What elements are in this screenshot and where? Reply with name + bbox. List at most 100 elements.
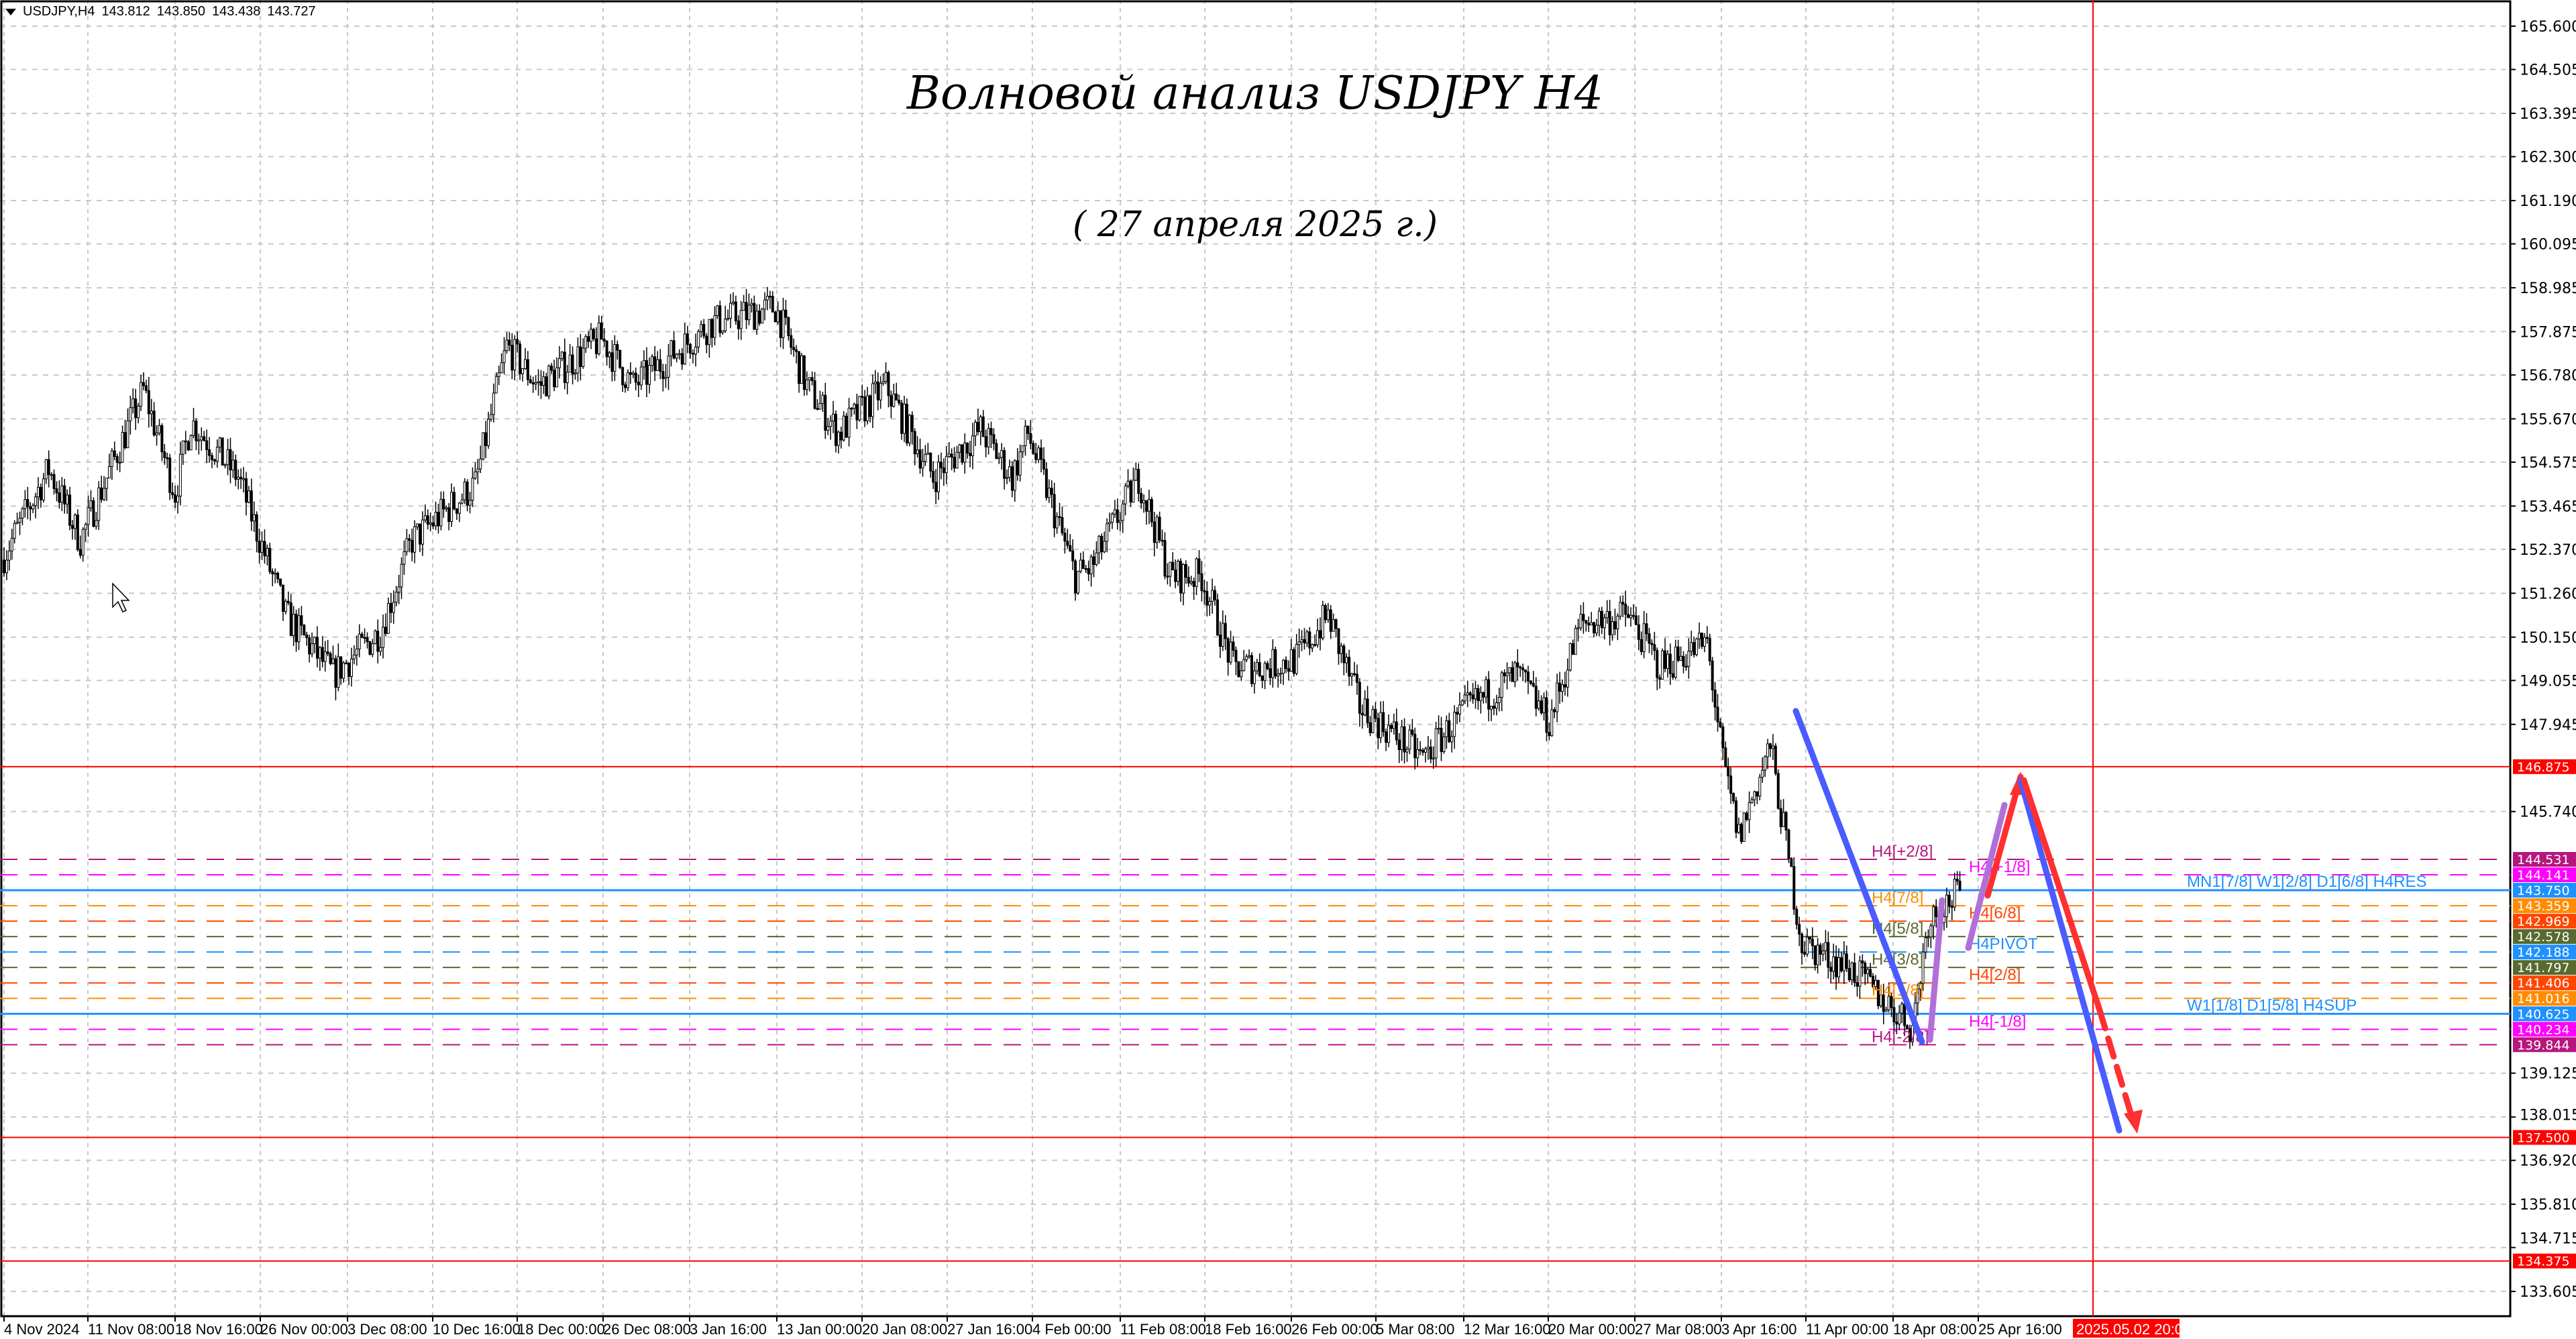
candle-body [1363, 698, 1366, 716]
candle-body [1719, 721, 1722, 728]
candle-body [639, 366, 643, 386]
candle-body [1252, 670, 1256, 684]
candle-body [1058, 516, 1061, 519]
candle-body [32, 504, 35, 510]
candle-body [1208, 600, 1212, 606]
candle-body [1192, 581, 1195, 587]
price-tick-label: 151.260 [2520, 586, 2576, 602]
dropdown-triangle-icon[interactable] [5, 8, 16, 15]
candle-body [1326, 609, 1330, 621]
candle-body [1345, 657, 1348, 663]
candle-body [1837, 957, 1841, 977]
candle-body [350, 658, 353, 677]
candle-body [913, 431, 916, 454]
candle-body [1224, 623, 1227, 639]
candle-body [3, 559, 5, 574]
candle-body [1287, 668, 1290, 672]
candle-body [1671, 673, 1674, 678]
candle-body [1653, 644, 1656, 651]
candle-body [76, 515, 79, 550]
candle-body [800, 355, 803, 384]
murrey-level-value: 141.016 [2517, 992, 2570, 1006]
candle-body [779, 310, 782, 338]
candle-body [531, 382, 535, 385]
candle-body [221, 437, 224, 466]
candle-body [950, 453, 953, 458]
candle-body [203, 436, 206, 441]
candle-body [884, 372, 888, 382]
candle-body [1106, 523, 1109, 542]
candle-body [258, 541, 261, 553]
candle-body [1211, 590, 1214, 602]
candle-body [331, 658, 335, 664]
candle-body [1566, 670, 1569, 688]
candle-body [1429, 747, 1432, 759]
candle-body [758, 311, 761, 324]
candle-body [590, 329, 593, 342]
time-axis-label: 27 Jan 16:00 [947, 1321, 1032, 1338]
murrey-level-value: 141.797 [2517, 961, 2570, 975]
candle-body [966, 442, 969, 454]
candle-body [1295, 644, 1298, 674]
candle-body [442, 498, 445, 510]
candle-body [1016, 460, 1019, 476]
candle-body [163, 451, 166, 458]
candle-body [1955, 878, 1959, 881]
candle-body [761, 309, 764, 324]
candle-body [858, 396, 861, 421]
murrey-level-badge [2513, 945, 2576, 960]
candle-body [366, 637, 369, 643]
candle-body [1698, 633, 1701, 639]
candle-body [500, 362, 503, 374]
murrey-level-value: 143.750 [2517, 883, 2570, 898]
candle-body [1171, 561, 1175, 571]
candle-body [1421, 749, 1425, 753]
candle-body [1816, 945, 1819, 965]
candle-body [421, 519, 424, 545]
murrey-level-badge [2513, 898, 2576, 914]
time-axis-label: 3 Jan 16:00 [690, 1321, 767, 1338]
candle-body [1047, 488, 1051, 498]
candle-body [1721, 727, 1725, 749]
time-axis-label: 18 Nov 16:00 [175, 1321, 263, 1338]
candle-body [1827, 942, 1830, 968]
candle-body [553, 370, 556, 388]
candle-body [13, 523, 16, 539]
candle-body [1503, 672, 1506, 676]
candle-body [597, 322, 600, 354]
candle-body [1727, 766, 1730, 777]
candle-body [745, 302, 748, 321]
candle-body [890, 395, 893, 407]
candle-body [103, 488, 106, 500]
candle-body [1163, 540, 1167, 577]
candle-body [1240, 670, 1243, 678]
candle-body [705, 335, 708, 345]
candle-body [1132, 480, 1135, 503]
candle-body [813, 380, 816, 409]
candle-body [1713, 690, 1717, 708]
candle-body [1929, 925, 1933, 938]
candle-body [360, 633, 364, 638]
candle-body [839, 431, 843, 441]
candle-body [329, 653, 332, 664]
candle-body [1924, 937, 1927, 953]
candle-body [900, 403, 904, 434]
candle-body [619, 350, 622, 368]
candle-body [1197, 558, 1201, 574]
candle-body [318, 647, 321, 659]
candle-body [1214, 590, 1217, 600]
candle-body [389, 602, 392, 613]
time-axis-label: 4 Nov 2024 [4, 1321, 80, 1338]
candle-body [992, 434, 996, 444]
candle-body [1919, 983, 1922, 989]
candle-body [323, 651, 327, 662]
candle-body [100, 487, 103, 500]
candle-body [1563, 684, 1566, 688]
candle-body [1337, 628, 1340, 654]
candle-body [1784, 812, 1788, 831]
candle-body [352, 654, 356, 659]
candle-body [672, 340, 676, 359]
candle-body [429, 522, 432, 525]
time-axis-label: 26 Feb 00:00 [1291, 1321, 1379, 1338]
